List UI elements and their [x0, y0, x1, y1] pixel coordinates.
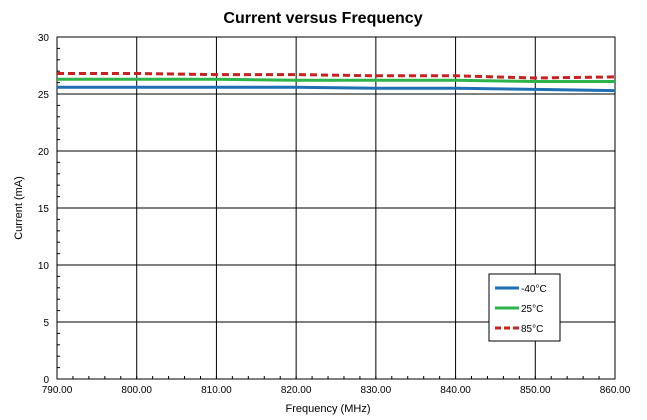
y-axis-ticks: 0 5 10 15 20 25 30	[38, 33, 50, 386]
y-tick-label: 15	[38, 204, 50, 215]
y-tick-label: 5	[43, 318, 49, 329]
legend-label: -40°C	[521, 284, 547, 295]
series-line-2	[57, 72, 616, 80]
series-line-0	[57, 85, 616, 93]
y-tick-label: 20	[38, 147, 50, 158]
x-axis-ticks: 790.00 800.00 810.00 820.00 830.00 840.00 850.…	[42, 385, 631, 396]
legend-label: 85°C	[521, 324, 543, 335]
y-axis-label: Current (mA)	[13, 176, 25, 240]
x-tick-label: 860.00	[600, 385, 631, 396]
legend: -40°C 25°C 85°C	[488, 273, 561, 342]
x-tick-label: 810.00	[201, 385, 232, 396]
x-tick-label: 840.00	[440, 385, 471, 396]
x-tick-label: 800.00	[121, 385, 152, 396]
y-tick-label: 30	[38, 33, 50, 44]
chart-title: Current versus Frequency	[223, 10, 422, 27]
series-line-1	[57, 77, 615, 83]
x-tick-label: 850.00	[520, 385, 551, 396]
y-tick-label: 0	[43, 375, 49, 386]
x-axis-label: Frequency (MHz)	[286, 403, 371, 415]
x-tick-label: 830.00	[361, 385, 392, 396]
legend-label: 25°C	[521, 304, 543, 315]
minor-ticks	[56, 36, 616, 380]
legend-items: -40°C 25°C 85°C	[495, 284, 547, 335]
x-tick-label: 820.00	[281, 385, 312, 396]
y-tick-label: 25	[38, 90, 50, 101]
series-lines	[57, 72, 616, 93]
y-tick-label: 10	[38, 261, 50, 272]
plot-area	[56, 36, 616, 380]
x-tick-label: 790.00	[42, 385, 73, 396]
